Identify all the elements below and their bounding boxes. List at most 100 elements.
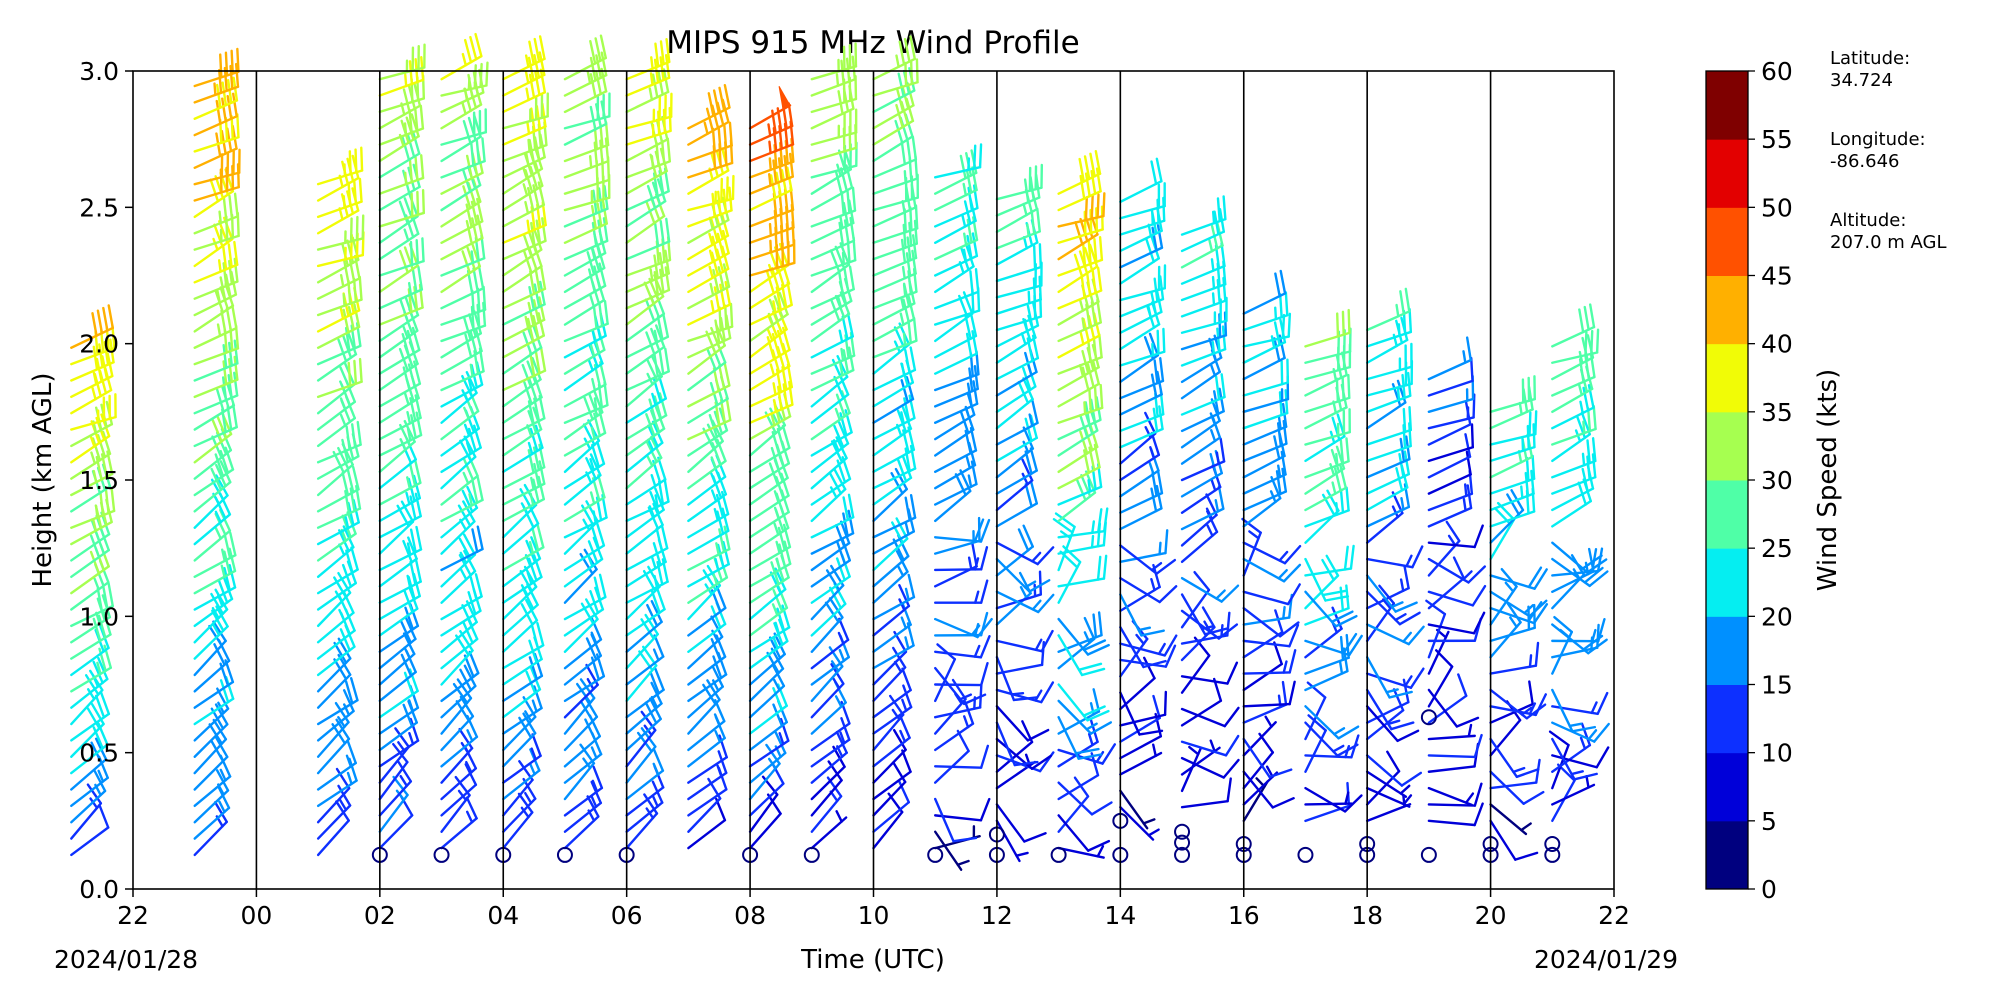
barb-half [1399,784,1411,795]
barb-full [1028,579,1051,593]
barb-staff [1489,770,1525,805]
barb-full [482,285,487,311]
barb-half [1085,722,1098,731]
barb-full [972,184,979,210]
barb-staff [502,575,543,604]
barb-full [1278,621,1300,638]
barb-staff [625,370,670,392]
barb-full [346,511,357,535]
wind-barb [934,542,978,588]
barb-staff [70,565,110,595]
barb-staff [1304,627,1343,659]
wind-barb [995,524,1034,577]
barb-staff [316,591,352,628]
colorbar-tick-label: 25 [1761,534,1793,563]
barb-staff [70,758,108,791]
barb-staff [1180,485,1222,514]
barb-full [220,309,227,335]
barb-full [1595,746,1610,769]
barb-half [1394,613,1407,622]
barb-half [1578,350,1584,365]
wind-barb [1119,544,1177,575]
wind-barb [378,459,422,506]
barb-staff [193,608,229,644]
wind-barb [1304,437,1350,479]
barb-staff [1057,634,1084,677]
wind-barb [748,664,786,719]
barb-staff [1119,658,1168,668]
barb-staff [872,780,907,817]
barb-full [788,152,794,178]
barb-staff [1119,491,1164,514]
barb-full [234,62,240,88]
barb-half [1504,581,1515,593]
barb-full [1093,385,1098,411]
barb-staff [316,787,351,824]
wind-barb [1304,554,1340,610]
wind-barb [625,586,666,637]
barb-full [1582,634,1604,651]
x-tick-label: 16 [1228,901,1260,930]
barb-half [714,730,722,743]
barb-full [1578,308,1585,334]
barb-full [663,477,670,503]
barb-half [650,556,657,570]
plot-area: 22 00 02 04 06 08 10 12 14 16 18 20 22 0.00.51.01.52… [70,32,1630,930]
barb-full [775,171,782,197]
barb-full [964,700,975,725]
barb-full [463,38,473,64]
wind-barb [502,685,543,735]
barb-full [723,361,731,387]
barb-full [98,805,110,829]
barb-half [342,195,346,209]
barb-full [1221,325,1227,351]
barb-staff [70,388,113,415]
colorbar-tick-label: 45 [1761,262,1793,291]
barb-half [710,456,717,470]
barb-half [904,522,910,536]
barb-staff [563,362,604,392]
barb-full [350,546,359,571]
wind-barb [810,265,855,310]
barb-staff [872,135,914,163]
barb-half [840,347,845,362]
wind-barb [1242,680,1296,708]
colorbar-tick-label: 30 [1761,466,1793,495]
barb-full [1347,373,1351,400]
wind-barb [748,152,794,195]
barb-staff [872,381,915,408]
barb-full [1098,235,1104,262]
barb-staff [872,227,919,244]
barb-full [1343,545,1349,571]
barb-full [907,295,916,321]
barb-staff [625,580,669,604]
barb-half [647,438,655,452]
barb-half [590,631,598,645]
barb-full [471,217,479,242]
barb-half [1211,275,1216,290]
barb-full [1054,512,1076,529]
wind-barb [502,565,538,621]
y-axis-label: Height (km AGL) [28,372,58,587]
barb-half [1582,420,1586,435]
barb-half [839,215,844,230]
barb-staff [193,480,232,513]
calm-wind-marker [1544,836,1561,853]
barb-staff [1489,590,1531,618]
barb-half [1331,481,1337,495]
barb-full [973,365,979,391]
wind-barb [1489,803,1532,836]
barb-staff [1119,257,1160,285]
barb-full [654,42,660,68]
barb-half [466,729,474,742]
barb-half [527,138,531,153]
barb-half [1462,497,1467,512]
barb-full [585,457,597,481]
calm-wind-marker [1420,846,1437,863]
barb-full [1473,782,1483,807]
barb-staff [872,81,919,97]
barb-half [1147,305,1152,319]
barb-half [838,329,844,344]
barb-full [347,361,352,387]
barb-staff [625,345,666,375]
